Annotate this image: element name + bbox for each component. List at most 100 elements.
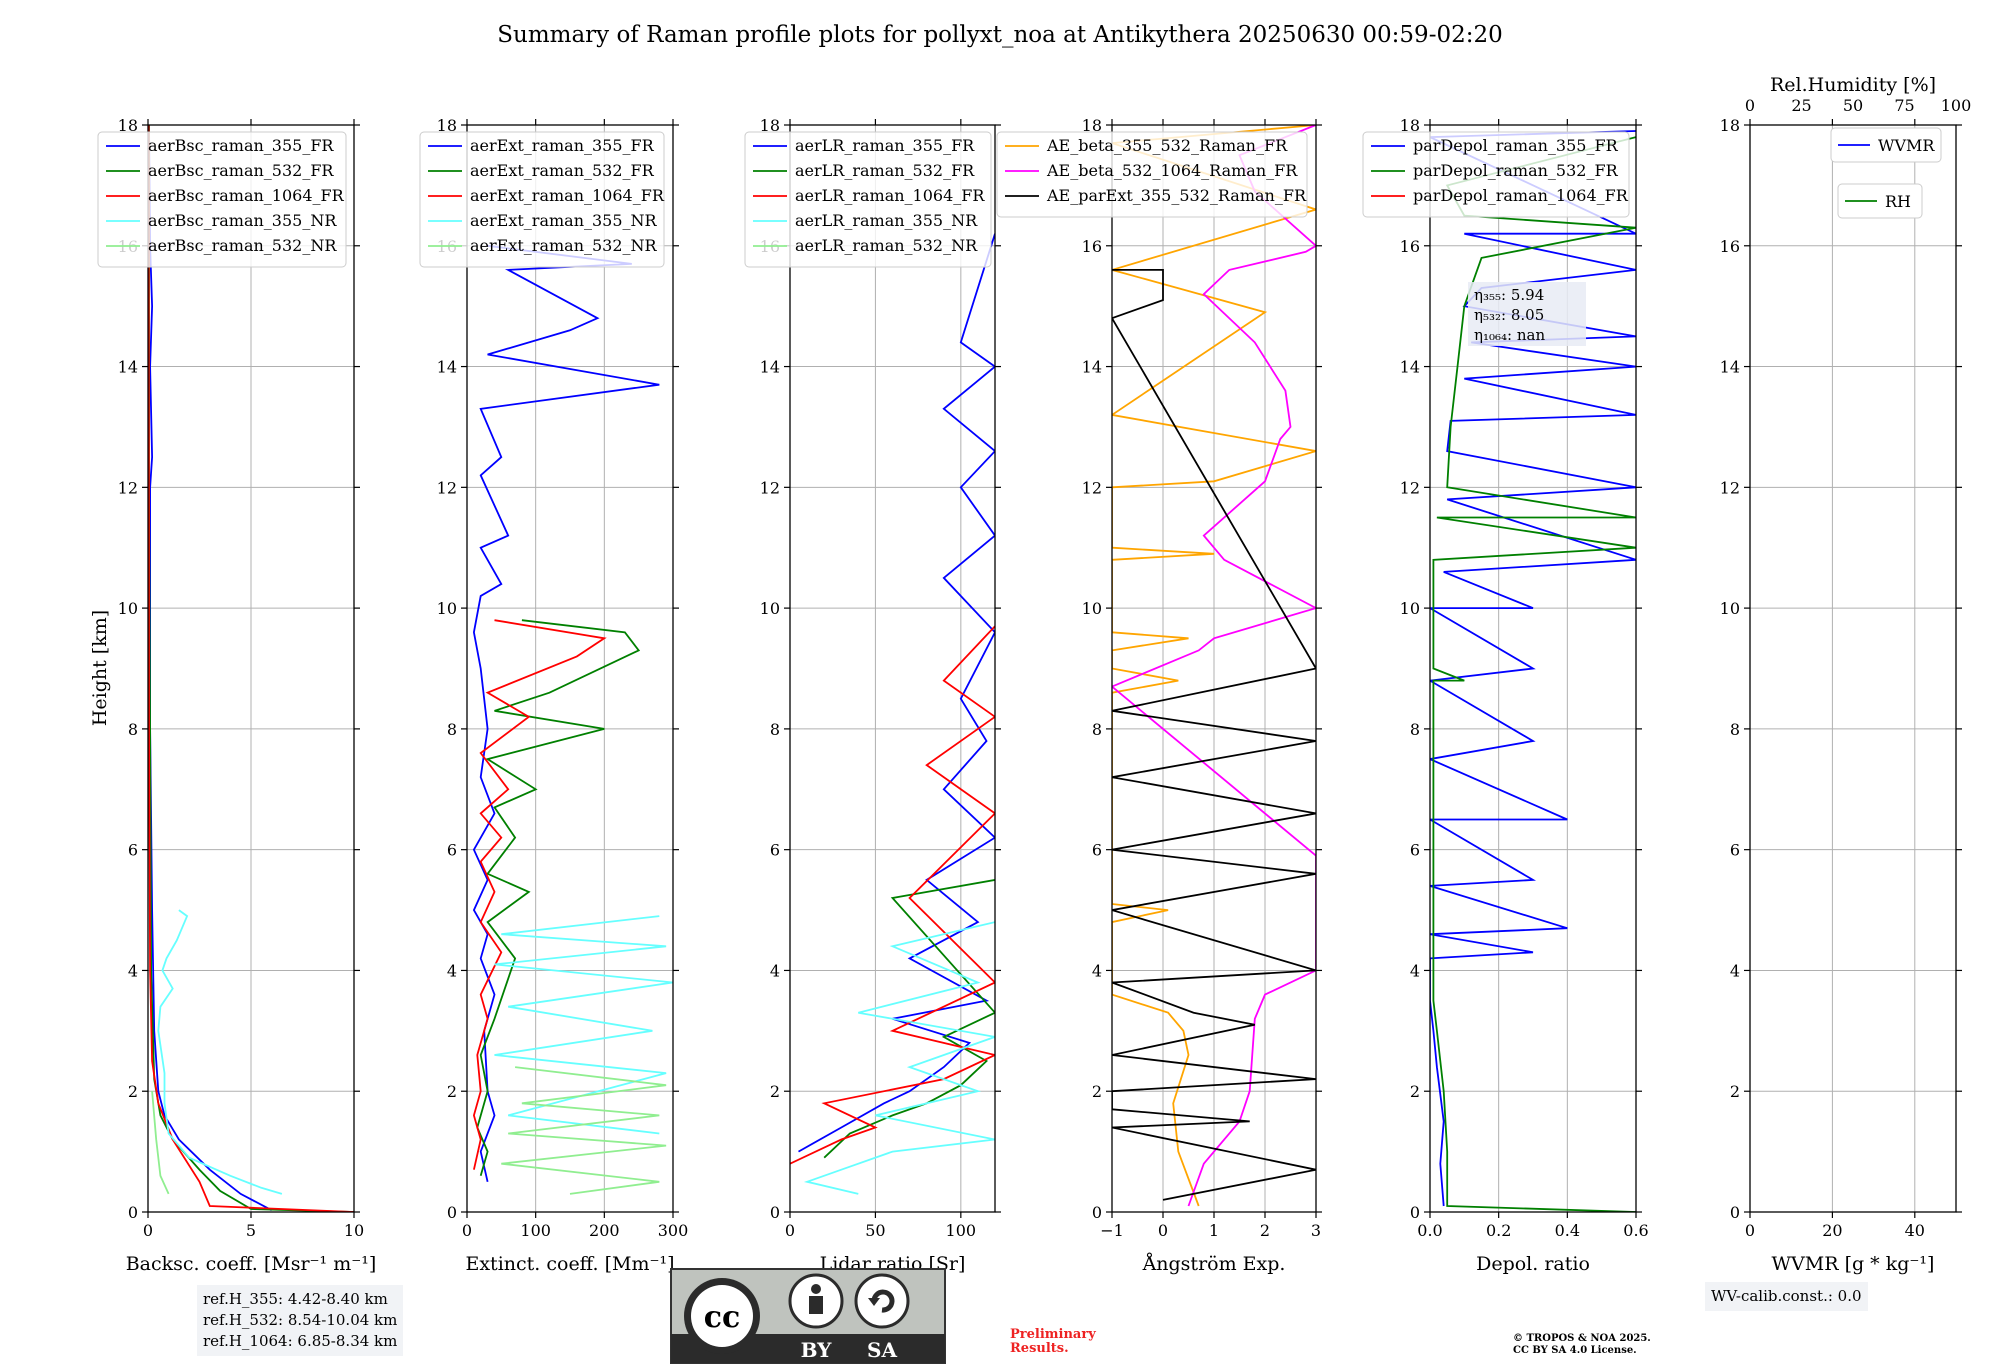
series-line-aerExt_raman_532_NR xyxy=(501,1066,667,1195)
x-tick-label: −1 xyxy=(1100,1221,1124,1240)
y-tick-label: 8 xyxy=(1092,720,1102,739)
legend-entry: RH xyxy=(1885,192,1911,211)
series-line-aerBsc_raman_355_NR xyxy=(157,909,283,1195)
y-tick-label: 14 xyxy=(437,358,457,377)
x-tick-label: 0 xyxy=(785,1221,795,1240)
x-tick-label: 0.0 xyxy=(1417,1221,1442,1240)
panel-5: 0 2 4 6 8 10 12 14 16 18 0.0 0.2 0.4 0.6 Depol. ratio η… xyxy=(1362,116,1649,1275)
y-tick-label: 6 xyxy=(1092,841,1102,860)
y-tick-label: 4 xyxy=(770,961,780,980)
legend-box-wvmr xyxy=(1830,127,1942,163)
ref-height-355: ref.H_355: 4.42-8.40 km xyxy=(203,1290,388,1308)
preliminary-note: Preliminary Results. xyxy=(1010,1328,1096,1356)
y-tick-label: 0 xyxy=(770,1203,780,1222)
preliminary-line-1: Preliminary xyxy=(1010,1327,1096,1342)
x2-axis-label: Rel.Humidity [%] xyxy=(1770,74,1936,96)
series-line-aerBsc_raman_532_NR xyxy=(151,1091,170,1195)
x-tick-label: 0.2 xyxy=(1486,1221,1511,1240)
x-tick-label: 0.6 xyxy=(1623,1221,1648,1240)
legend-entry: AE_parExt_355_532_Raman_FR xyxy=(1046,186,1307,205)
series-line-AE_beta_355_532_Raman_FR xyxy=(1112,125,1316,1207)
legend-entry: AE_beta_532_1064_Raman_FR xyxy=(1046,161,1298,180)
legend-entry: aerBsc_raman_532_FR xyxy=(148,161,334,180)
ref-height-1064: ref.H_1064: 6.85-8.34 km xyxy=(203,1332,398,1350)
y-tick-label: 18 xyxy=(1082,116,1102,135)
series-line-AE_parExt_355_532_Raman_FR xyxy=(1112,268,1316,1201)
y-tick-label: 12 xyxy=(1400,478,1420,497)
y-tick-label: 8 xyxy=(1730,720,1740,739)
cc-sa-label: SA xyxy=(867,1338,897,1362)
series-line-aerExt_raman_355_NR xyxy=(494,915,673,1135)
y-tick-label: 16 xyxy=(1720,237,1740,256)
y-tick-label: 2 xyxy=(447,1082,457,1101)
x-tick-label: 100 xyxy=(946,1221,977,1240)
x-tick-label: 5 xyxy=(246,1221,256,1240)
legend-entry: parDepol_raman_532_FR xyxy=(1413,161,1619,180)
series-line-aerLR_raman_355_NR xyxy=(803,921,995,1195)
y-tick-label: 10 xyxy=(118,599,138,618)
x-tick-label: 300 xyxy=(658,1221,689,1240)
series-line-aerExt_raman_355_FR xyxy=(472,244,660,1183)
x-tick-label: 0 xyxy=(1158,1221,1168,1240)
legend-entry: aerLR_raman_355_FR xyxy=(795,136,975,155)
y-tick-label: 2 xyxy=(1092,1082,1102,1101)
x-axis-label: Extinct. coeff. [Mm⁻¹] xyxy=(465,1253,674,1275)
y-tick-label: 8 xyxy=(447,720,457,739)
x-tick-label: 50 xyxy=(865,1221,885,1240)
y-tick-label: 8 xyxy=(770,720,780,739)
series-line-parDepol_raman_532_FR xyxy=(1432,136,1636,1212)
reference-height-box: ref.H_355: 4.42-8.40 km ref.H_532: 8.54-… xyxy=(197,1285,404,1356)
legend: parDepol_raman_355_FR parDepol_raman_532_… xyxy=(1362,131,1630,218)
y-tick-label: 4 xyxy=(1410,961,1420,980)
y-tick-label: 14 xyxy=(1400,358,1420,377)
series-line-aerExt_raman_532_FR xyxy=(476,619,641,1177)
legend-entry: aerExt_raman_355_NR xyxy=(470,211,658,230)
x-axis-label: Depol. ratio xyxy=(1476,1253,1590,1275)
y-tick-label: 18 xyxy=(118,116,138,135)
legend-entry: aerExt_raman_355_FR xyxy=(470,136,655,155)
x-tick-label: 0.4 xyxy=(1555,1221,1580,1240)
y-tick-label: 4 xyxy=(1092,961,1102,980)
legend-entry: aerBsc_raman_1064_FR xyxy=(148,186,345,205)
series-line-aerLR_raman_532_FR xyxy=(823,879,995,1159)
y-tick-label: 6 xyxy=(1730,841,1740,860)
y-tick-label: 14 xyxy=(1720,358,1740,377)
y-tick-label: 12 xyxy=(118,478,138,497)
x-tick-label: 40 xyxy=(1905,1221,1925,1240)
legend-entry: parDepol_raman_355_FR xyxy=(1413,136,1619,155)
legend: aerExt_raman_355_FR aerExt_raman_532_FRae… xyxy=(419,131,665,268)
legend-entry: aerBsc_raman_355_NR xyxy=(148,211,337,230)
x2-tick-label: 25 xyxy=(1791,96,1811,115)
y-tick-label: 6 xyxy=(770,841,780,860)
y-tick-label: 18 xyxy=(760,116,780,135)
series-line-aerBsc_raman_1064_FR xyxy=(148,125,354,1212)
series-line-AE_beta_532_1064_Raman_FR xyxy=(1112,125,1316,1207)
y-tick-label: 10 xyxy=(760,599,780,618)
x-axis-label: WVMR [g * kg⁻¹] xyxy=(1772,1253,1935,1275)
y-tick-label: 12 xyxy=(437,478,457,497)
legend-entry: WVMR xyxy=(1878,136,1935,155)
x-tick-label: 0 xyxy=(1745,1221,1755,1240)
y-tick-label: 18 xyxy=(1720,116,1740,135)
copyright-line-1: © TROPOS & NOA 2025. xyxy=(1513,1333,1651,1344)
y-tick-label: 16 xyxy=(1400,237,1420,256)
legend-entry: aerLR_raman_532_NR xyxy=(795,236,978,255)
axes-frame xyxy=(466,124,674,1213)
y-tick-label: 14 xyxy=(1082,358,1102,377)
y-tick-label: 18 xyxy=(437,116,457,135)
y-tick-label: 6 xyxy=(128,841,138,860)
panel-6: 0 2 4 6 8 10 12 14 16 18 0 20 40 WVMR [g * kg⁻¹] 0 25 50… xyxy=(1720,74,1972,1275)
y-tick-label: 6 xyxy=(1410,841,1420,860)
copyright-line-2: CC BY SA 4.0 License. xyxy=(1513,1345,1637,1356)
x-tick-label: 1 xyxy=(1209,1221,1219,1240)
eta-annotation-line: η₁₀₆₄: nan xyxy=(1474,326,1545,344)
legend: aerBsc_raman_355_FR aerBsc_raman_532_FRae… xyxy=(97,131,347,268)
y-tick-label: 12 xyxy=(1082,478,1102,497)
x-axis-label: Backsc. coeff. [Msr⁻¹ m⁻¹] xyxy=(126,1253,377,1275)
x2-tick-label: 0 xyxy=(1745,96,1755,115)
legend: WVMR RH xyxy=(1830,127,1942,219)
cc-by-sa-license-icon: cc BY SA xyxy=(670,1268,946,1364)
x-tick-label: 0 xyxy=(143,1221,153,1240)
series-line-aerLR_raman_1064_FR xyxy=(790,625,995,1165)
